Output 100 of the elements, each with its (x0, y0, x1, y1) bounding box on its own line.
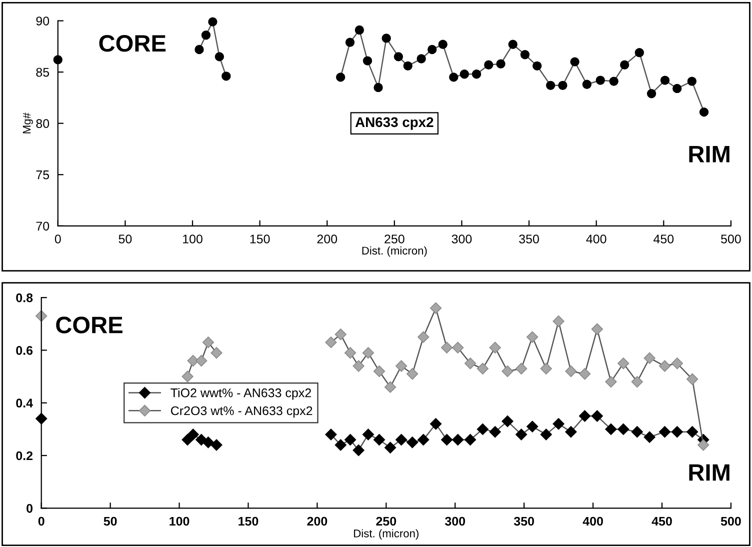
annotation: CORE (99, 35, 166, 52)
point (476, 362, 489, 374)
y-axis-title: Mg# (22, 112, 33, 134)
point (658, 360, 671, 372)
point (202, 336, 214, 348)
point (532, 61, 542, 70)
x-tick-label: 150 (250, 234, 270, 244)
point (515, 362, 528, 374)
y-tick-label: 90 (36, 16, 50, 26)
y-tick-label: 70 (36, 222, 50, 231)
point (182, 370, 194, 382)
y-tick-label: 85 (36, 68, 50, 77)
x-tick-label: 300 (444, 516, 466, 526)
point (464, 358, 476, 370)
y-tick-label: 75 (36, 170, 50, 180)
point (660, 76, 670, 85)
point (644, 352, 656, 364)
point (526, 331, 538, 343)
x-tick-label: 100 (170, 516, 190, 526)
point (686, 373, 698, 385)
point (502, 365, 514, 378)
annotation: AN633 cpx2 (355, 117, 434, 130)
point (658, 426, 671, 438)
point (540, 428, 552, 440)
point (362, 428, 374, 440)
point (552, 315, 564, 328)
point (373, 434, 386, 446)
point (352, 444, 364, 456)
point (441, 342, 453, 354)
point (526, 420, 538, 432)
point (452, 342, 464, 354)
point (362, 56, 372, 66)
point (496, 59, 506, 68)
x-tick-label: 200 (317, 234, 338, 244)
y-tick-label: 0.8 (16, 293, 33, 302)
point (452, 434, 464, 446)
point (354, 25, 364, 35)
point (396, 360, 408, 372)
point (558, 80, 568, 90)
point (403, 61, 412, 70)
point (631, 426, 643, 438)
point (672, 84, 682, 94)
point (591, 410, 603, 422)
point (609, 76, 618, 86)
point (582, 80, 592, 89)
point (460, 70, 470, 79)
point (472, 70, 482, 79)
point (210, 347, 222, 359)
x-tick-label: 50 (104, 516, 117, 526)
point (345, 38, 355, 47)
point (396, 434, 408, 446)
point (201, 30, 211, 40)
point (344, 434, 356, 446)
point (187, 354, 199, 367)
point (362, 347, 374, 359)
point (416, 54, 426, 64)
point (222, 72, 231, 81)
point (578, 410, 591, 422)
annotation: RIM (689, 464, 730, 481)
y-tick-label: 0.4 (16, 398, 33, 408)
point (591, 323, 603, 335)
point (374, 82, 383, 92)
point (699, 107, 709, 117)
x-tick-label: 50 (118, 234, 132, 244)
point (430, 302, 442, 314)
point (196, 354, 208, 367)
point (687, 76, 696, 86)
point (698, 439, 710, 451)
point (686, 426, 698, 438)
x-axis-title: Dist. (micron) (354, 529, 418, 540)
legend-label: Cr2O3 wt% - AN633 cpx2 (170, 406, 312, 418)
x-tick-label: 300 (452, 234, 472, 244)
point (406, 368, 418, 380)
point (552, 418, 564, 430)
x-tick-label: 350 (519, 234, 539, 244)
point (644, 431, 656, 443)
point (520, 50, 530, 60)
legend-label: TiO2 wwt% - AN633 cpx2 (170, 388, 311, 400)
point (476, 423, 489, 436)
point (418, 434, 430, 446)
point (546, 80, 556, 90)
point (194, 44, 204, 54)
point (406, 436, 418, 448)
x-tick-label: 400 (582, 516, 603, 526)
point (182, 434, 194, 446)
point (187, 428, 199, 440)
point (565, 426, 577, 438)
x-tick-label: 0 (54, 234, 61, 244)
point (618, 358, 630, 370)
x-tick-label: 100 (183, 234, 202, 244)
point (578, 368, 591, 380)
point (428, 44, 437, 54)
point (618, 423, 630, 436)
y-tick-label: 0 (26, 504, 33, 513)
point (373, 365, 386, 378)
point (384, 442, 396, 454)
annotation: CORE (56, 316, 122, 334)
point (334, 328, 346, 340)
x-tick-label: 500 (721, 234, 741, 244)
x-tick-label: 150 (238, 516, 258, 526)
